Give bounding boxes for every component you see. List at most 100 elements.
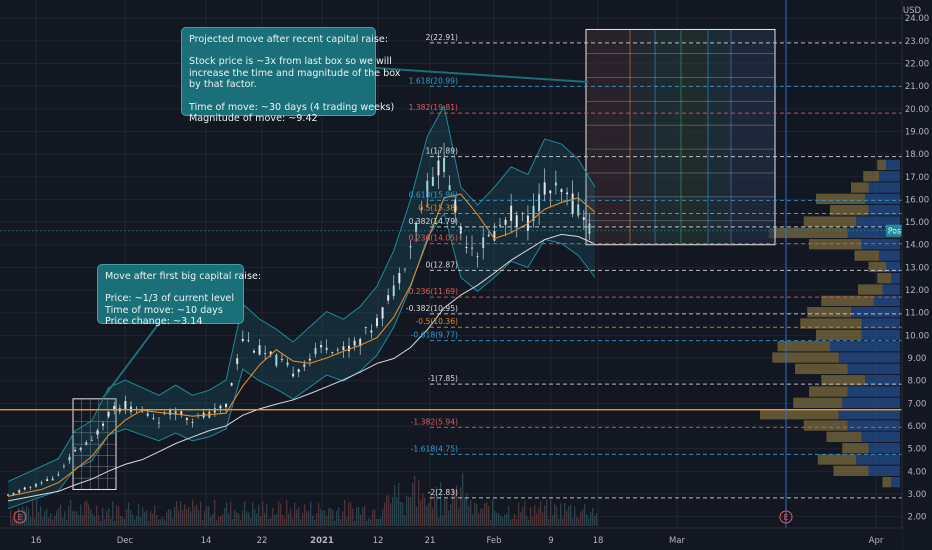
volume-bar <box>226 502 228 526</box>
y-tick-label: 24.00 <box>905 14 929 24</box>
volume-bar <box>292 518 294 526</box>
volume-bar <box>536 513 538 526</box>
volume-bar <box>274 514 276 526</box>
candle-body <box>241 338 244 342</box>
vprofile-bar-down <box>861 318 900 329</box>
vprofile-bar-up <box>793 397 843 409</box>
volume-bar <box>438 517 440 526</box>
volume-bar <box>124 519 126 526</box>
volume-bar <box>420 500 422 526</box>
candle-body <box>504 219 507 225</box>
callout-top-line6: Magnitude of move: ~9.42 <box>189 113 318 125</box>
volume-bar <box>300 519 302 526</box>
volume-bar <box>334 520 336 526</box>
y-tick-label: 13.00 <box>905 263 929 273</box>
vprofile-bar-up <box>809 386 848 397</box>
volume-bar <box>164 520 166 526</box>
volume-bar <box>310 501 312 526</box>
candle-body <box>12 492 15 496</box>
candle-body <box>448 185 451 191</box>
volume-bar <box>22 506 24 526</box>
candle-body <box>236 358 239 365</box>
volume-bar <box>594 515 596 526</box>
volume-bar <box>400 501 402 526</box>
candle-body <box>68 456 71 461</box>
volume-bar <box>480 508 482 526</box>
y-tick-label: 16.00 <box>905 195 929 205</box>
candle-body <box>476 256 479 258</box>
candle-body <box>303 364 306 368</box>
volume-bar <box>132 514 134 526</box>
vprofile-bar-up <box>795 363 848 375</box>
earnings-marker-label: E <box>784 513 789 522</box>
vprofile-bar-up <box>830 205 869 216</box>
y-tick-label: 9.00 <box>908 354 927 364</box>
volume-bar <box>544 505 546 526</box>
vprofile-bar-up <box>809 239 862 250</box>
volume-bar <box>192 499 194 526</box>
volume-bar <box>570 504 572 526</box>
candle-body <box>230 383 233 386</box>
projection-box-column <box>630 29 655 245</box>
volume-bar <box>182 510 184 526</box>
candle-body <box>554 182 557 186</box>
y-tick-label: 4.00 <box>908 467 927 477</box>
volume-bar <box>516 519 518 526</box>
volume-bar <box>210 516 212 526</box>
volume-bar <box>242 510 244 526</box>
volume-bar <box>104 519 106 526</box>
volume-bar <box>430 491 432 526</box>
x-tick-label: Dec <box>117 536 134 546</box>
volume-bar <box>152 513 154 526</box>
volume-bar <box>356 507 358 526</box>
volume-bar <box>586 514 588 526</box>
candle-body <box>62 465 65 467</box>
volume-bar <box>184 503 186 526</box>
candle-body <box>353 340 356 346</box>
volume-bar <box>418 480 420 526</box>
volume-bar <box>130 510 132 526</box>
volume-bar <box>156 515 158 526</box>
volume-bar <box>276 513 278 526</box>
volume-bar <box>52 519 54 526</box>
y-tick-label: 5.00 <box>908 445 927 455</box>
volume-bar <box>258 504 260 526</box>
volume-bar <box>508 505 510 526</box>
volume-bar <box>386 495 388 526</box>
price-axis-bg <box>902 0 932 550</box>
volume-bar <box>496 512 498 526</box>
candle-body <box>113 405 116 411</box>
volume-bar <box>262 501 264 526</box>
candle-body <box>348 345 351 352</box>
candle-body <box>180 411 183 415</box>
candle-body <box>141 411 144 413</box>
volume-bar <box>106 510 108 526</box>
volume-bar <box>398 483 400 526</box>
volume-bar <box>172 518 174 526</box>
volume-bar <box>284 518 286 526</box>
volume-bar <box>520 512 522 526</box>
volume-bar <box>64 511 66 526</box>
volume-bar <box>86 500 88 526</box>
volume-bar <box>532 516 534 526</box>
candle-body <box>23 487 26 490</box>
volume-bar <box>234 510 236 526</box>
vprofile-bar-down <box>868 465 900 477</box>
vprofile-bar-up <box>833 465 869 477</box>
fib-level-label: 0.5(15.38) <box>418 203 458 212</box>
vprofile-bar-up <box>817 454 857 465</box>
volume-bar <box>254 509 256 526</box>
callout-projected-move: Projected move after recent capital rais… <box>181 27 400 124</box>
candle-body <box>163 413 166 414</box>
volume-bar <box>324 510 326 526</box>
earnings-marker-label: E <box>18 513 23 522</box>
volume-bar <box>490 520 492 526</box>
candle-body <box>46 479 49 482</box>
volume-bar <box>470 500 472 526</box>
vprofile-bar-up <box>800 318 862 329</box>
vprofile-bar-up <box>868 261 886 273</box>
candle-body <box>459 226 462 234</box>
volume-bar <box>548 518 550 526</box>
candle-body <box>549 190 552 194</box>
